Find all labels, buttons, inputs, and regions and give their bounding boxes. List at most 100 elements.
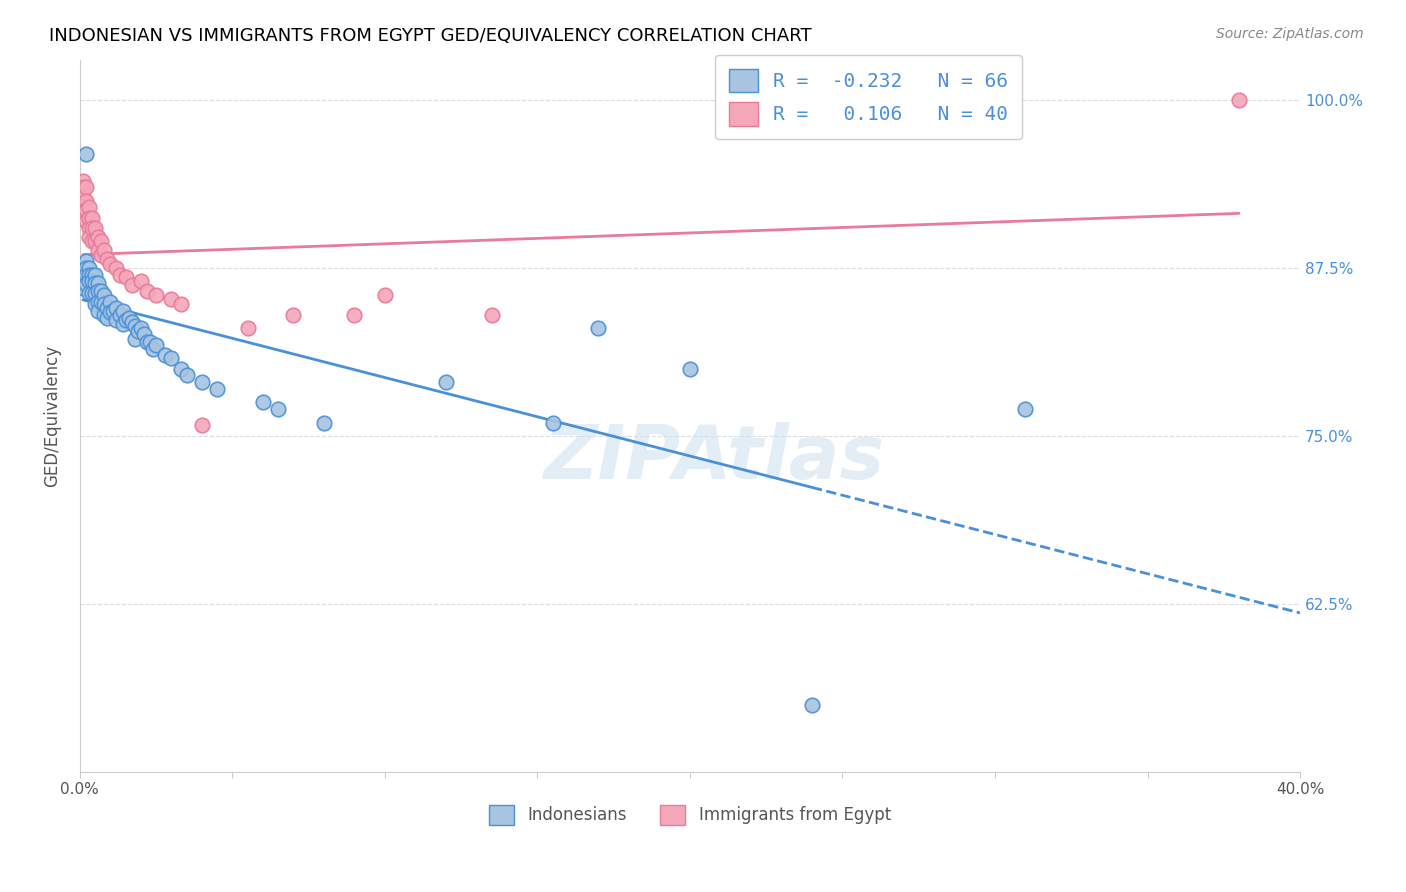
Point (72, 201, 94, 215)
Point (145, 288, 167, 302)
Point (121, 278, 143, 293)
Point (205, 382, 228, 396)
Point (267, 402, 290, 417)
Point (252, 395, 274, 409)
Point (93, 308, 115, 322)
Point (84, 286, 107, 301)
Point (145, 337, 167, 351)
Point (87, 284, 110, 298)
Point (75, 254, 97, 268)
Point (100, 305, 122, 319)
Point (136, 284, 159, 298)
Point (139, 334, 162, 349)
Point (77, 260, 100, 275)
Point (108, 308, 131, 322)
Point (312, 416, 335, 430)
Point (374, 288, 396, 302)
Point (283, 308, 305, 322)
Point (75, 194, 97, 208)
Point (90, 247, 112, 261)
Point (343, 308, 366, 322)
Point (100, 257, 122, 271)
Point (679, 361, 702, 376)
Y-axis label: GED/Equivalency: GED/Equivalency (44, 345, 60, 487)
Point (93, 244, 115, 258)
Point (129, 274, 152, 288)
Point (80, 211, 103, 226)
Point (72, 173, 94, 187)
Point (77, 230, 100, 244)
Point (80, 234, 103, 248)
Point (80, 268, 103, 282)
Point (176, 368, 198, 383)
Point (1014, 402, 1036, 417)
Point (77, 201, 100, 215)
Point (80, 274, 103, 288)
Point (84, 220, 107, 235)
Point (111, 318, 134, 332)
Point (1227, 93, 1250, 107)
Text: ZIPAtlas: ZIPAtlas (544, 422, 884, 495)
Point (87, 230, 110, 244)
Point (75, 268, 97, 282)
Point (800, 698, 823, 712)
Point (84, 276, 107, 290)
Point (434, 375, 457, 389)
Point (87, 244, 110, 258)
Point (160, 351, 183, 365)
Point (169, 297, 191, 311)
Point (105, 260, 128, 275)
Point (142, 342, 165, 356)
Point (127, 324, 149, 338)
Point (87, 294, 110, 309)
Point (132, 326, 155, 341)
Point (93, 288, 115, 302)
Point (77, 220, 100, 235)
Point (541, 416, 564, 430)
Point (84, 268, 107, 282)
Point (96, 301, 118, 316)
Point (90, 294, 112, 309)
Point (118, 310, 141, 325)
Point (72, 281, 94, 295)
Point (80, 286, 103, 301)
Point (124, 318, 146, 333)
Point (105, 313, 128, 327)
Point (236, 321, 259, 335)
Point (77, 268, 100, 282)
Point (96, 310, 118, 325)
Point (191, 418, 214, 433)
Point (481, 308, 503, 322)
Point (80, 220, 103, 235)
Point (111, 304, 134, 318)
Legend: Indonesians, Immigrants from Egypt: Indonesians, Immigrants from Egypt (479, 795, 901, 835)
Point (75, 277, 97, 291)
Point (103, 304, 125, 318)
Point (100, 294, 122, 309)
Point (93, 297, 115, 311)
Point (90, 284, 112, 298)
Point (96, 252, 118, 266)
Point (72, 260, 94, 275)
Point (136, 334, 159, 349)
Point (155, 348, 177, 362)
Text: Source: ZipAtlas.com: Source: ZipAtlas.com (1216, 27, 1364, 41)
Point (72, 268, 94, 282)
Point (129, 321, 152, 335)
Point (121, 315, 143, 329)
Point (169, 361, 191, 376)
Point (191, 375, 214, 389)
Point (84, 297, 107, 311)
Point (90, 234, 112, 248)
Point (75, 214, 97, 228)
Point (75, 180, 97, 194)
Point (588, 321, 610, 335)
Point (114, 270, 136, 285)
Point (75, 203, 97, 218)
Point (75, 146, 97, 161)
Point (84, 234, 107, 248)
Point (160, 292, 183, 306)
Point (114, 313, 136, 327)
Point (87, 304, 110, 318)
Point (72, 190, 94, 204)
